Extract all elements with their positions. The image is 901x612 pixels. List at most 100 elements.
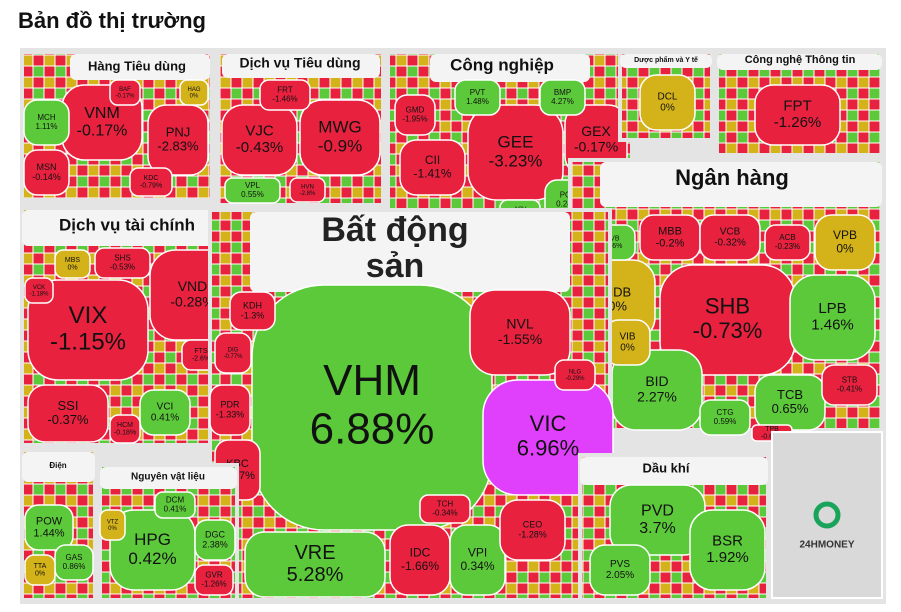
stock-change: -0.41% bbox=[837, 385, 862, 394]
sector-header bbox=[222, 54, 380, 78]
stock-change: 0.41% bbox=[151, 413, 179, 424]
stock-change: 3.76% bbox=[603, 243, 623, 250]
sector-header bbox=[22, 210, 240, 246]
stock-ticker: SSI bbox=[58, 398, 79, 413]
stock-cell bbox=[259, 79, 311, 111]
sector-label: Dịch vụ tài chính bbox=[59, 215, 195, 234]
stock-cell bbox=[224, 177, 281, 204]
stock-cell bbox=[554, 359, 596, 391]
stock-cell bbox=[24, 504, 74, 551]
stock-change: 6.88% bbox=[310, 404, 435, 453]
stock-cell bbox=[289, 177, 326, 203]
stock-change: 0.24% bbox=[556, 200, 579, 209]
stock-cell bbox=[699, 399, 751, 436]
stock-cell bbox=[94, 247, 151, 279]
stock-change: -1.66% bbox=[401, 559, 439, 573]
stock-cell bbox=[639, 74, 696, 131]
stock-cell bbox=[24, 554, 56, 586]
stock-ticker: CEO bbox=[523, 519, 543, 529]
stock-change: -0.17% bbox=[574, 138, 618, 154]
sector-label: Điện bbox=[49, 461, 66, 470]
stock-change: 0% bbox=[35, 571, 45, 578]
stock-ticker: PDR bbox=[220, 399, 240, 409]
stock-change: 0.55% bbox=[241, 190, 264, 199]
stock-cell bbox=[27, 384, 109, 443]
stock-ticker: MBS bbox=[65, 257, 81, 264]
stock-change: -0.9% bbox=[318, 136, 362, 155]
stock-cell bbox=[23, 99, 70, 146]
stock-ticker: GEE bbox=[498, 133, 534, 152]
stock-change: -1.3% bbox=[241, 310, 265, 320]
stock-ticker: LPB bbox=[818, 300, 846, 317]
stock-cell bbox=[419, 494, 471, 524]
stock-ticker: TCB bbox=[777, 387, 803, 402]
stock-ticker: GEX bbox=[581, 123, 611, 139]
stock-ticker: GMD bbox=[406, 106, 425, 115]
stock-ticker: FTS bbox=[194, 348, 208, 355]
stock-change: 0.42% bbox=[128, 549, 176, 568]
stock-change: -1.26% bbox=[201, 580, 226, 589]
sector-label: Ngân hàng bbox=[675, 165, 789, 190]
stock-ticker: VCK bbox=[33, 285, 45, 291]
stock-ticker: STB bbox=[842, 376, 858, 385]
stock-change: -0.18% bbox=[114, 430, 136, 437]
stock-change: -0.77% bbox=[223, 354, 243, 360]
stock-cell bbox=[23, 149, 70, 196]
stock-change: -0.17% bbox=[115, 93, 135, 99]
stock-cell bbox=[129, 167, 173, 197]
stock-change: 0% bbox=[67, 265, 77, 272]
logo-text: 24HMONEY bbox=[799, 540, 854, 551]
stock-ticker: MBB bbox=[658, 225, 682, 237]
stock-change: -0.29% bbox=[565, 376, 585, 382]
stock-change: -2.6% bbox=[192, 356, 210, 363]
sector-label: Bất động sản bbox=[321, 211, 469, 285]
stock-cell bbox=[399, 139, 466, 196]
stock-cell bbox=[229, 291, 276, 331]
stock-cell bbox=[699, 214, 761, 261]
stock-ticker: DGC bbox=[205, 529, 226, 539]
stock-ticker: HPG bbox=[134, 530, 171, 549]
stock-cell bbox=[689, 509, 766, 591]
stock-change: 2.38% bbox=[202, 539, 228, 549]
stock-cell bbox=[449, 524, 506, 596]
stock-change: 0.59% bbox=[714, 417, 737, 426]
stock-change: -0.17% bbox=[77, 123, 128, 140]
stock-change: 3.7% bbox=[639, 520, 675, 537]
stock-ticker: BID bbox=[645, 373, 668, 389]
stock-cell bbox=[147, 104, 209, 176]
stock-ticker: VIB bbox=[619, 332, 635, 343]
stock-change: 0% bbox=[190, 93, 199, 99]
stock-change: 5.28% bbox=[287, 564, 344, 586]
sector-header bbox=[430, 54, 590, 82]
stock-cell bbox=[109, 79, 141, 106]
sector-header bbox=[717, 54, 882, 70]
stock-cell bbox=[754, 84, 841, 146]
stock-cell bbox=[214, 332, 252, 374]
stock-change: -0.37% bbox=[47, 412, 89, 427]
sector-header bbox=[600, 162, 882, 207]
stock-change: -0.34% bbox=[432, 509, 457, 518]
stock-cell bbox=[109, 414, 141, 444]
stock-change: 0.41% bbox=[164, 505, 187, 514]
stock-change: -1.18% bbox=[29, 291, 49, 297]
stock-cell bbox=[27, 279, 149, 381]
stock-ticker: HCM bbox=[117, 422, 133, 429]
stock-ticker: NVL bbox=[506, 316, 533, 332]
stock-ticker: PVD bbox=[641, 502, 674, 519]
stock-change: -1.41% bbox=[413, 166, 451, 180]
stock-change: -0.28% bbox=[170, 293, 214, 309]
stock-change: 1.92% bbox=[706, 549, 749, 566]
stock-ticker: KDC bbox=[144, 175, 159, 182]
stock-change: -0.73% bbox=[693, 318, 763, 343]
stock-ticker: POW bbox=[36, 515, 63, 527]
stock-cell bbox=[244, 531, 386, 598]
stock-cell bbox=[764, 224, 811, 261]
stock-ticker: IDC bbox=[410, 546, 431, 560]
stock-change: -0.23% bbox=[775, 242, 800, 251]
stock-cell bbox=[299, 99, 381, 176]
page-title: Bản đồ thị trường bbox=[18, 8, 206, 33]
stock-ticker: CTG bbox=[717, 408, 734, 417]
stock-ticker: SHB bbox=[705, 294, 750, 319]
stock-cell bbox=[194, 519, 236, 561]
stock-change: -1.26% bbox=[774, 114, 822, 131]
